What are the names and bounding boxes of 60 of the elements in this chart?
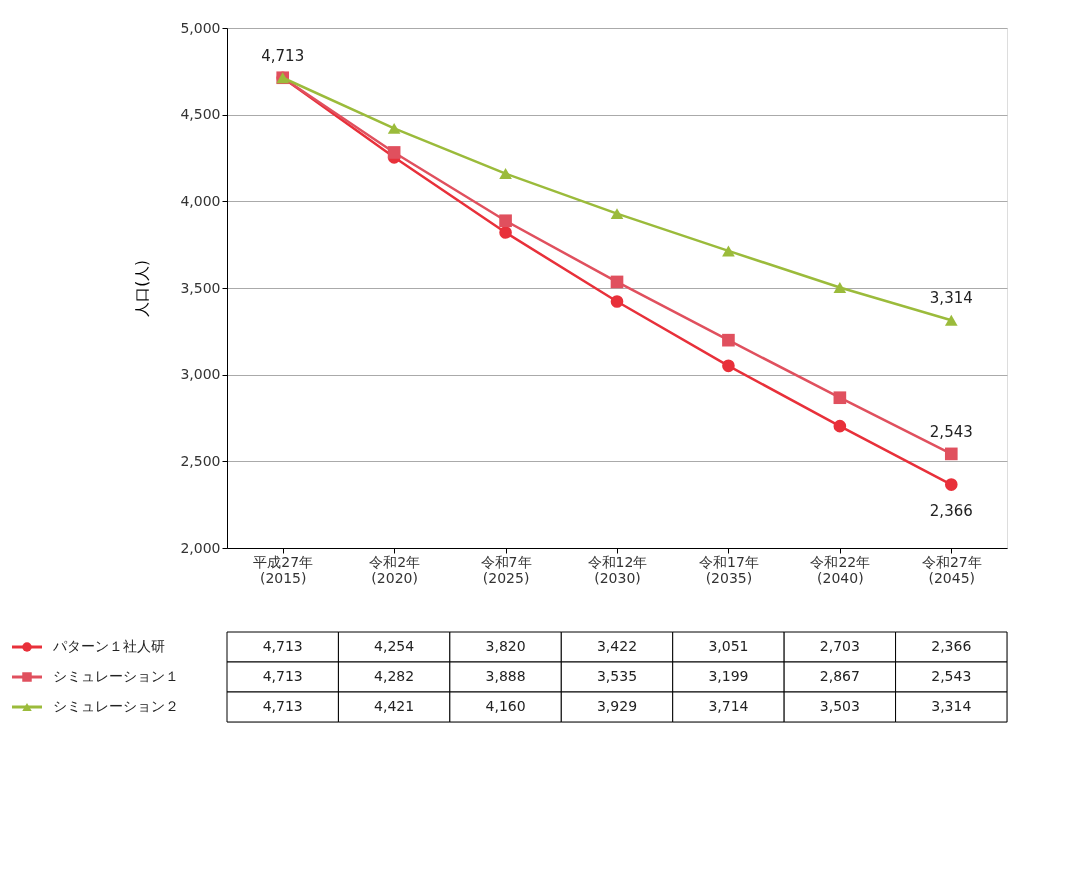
x-tick-label: 令和12年(2030) — [587, 553, 648, 586]
point — [722, 245, 735, 257]
data-label: 3,820 — [485, 638, 526, 654]
point — [499, 214, 512, 228]
data-label: 3,199 — [708, 668, 749, 684]
point — [833, 419, 847, 433]
data-label: 4,713 — [262, 668, 303, 684]
annotation: 4,713 — [261, 46, 305, 65]
data-label: 3,888 — [485, 668, 526, 684]
point — [610, 275, 624, 289]
x-tick-label: 令和22年(2040) — [810, 553, 871, 586]
data-label: 3,422 — [596, 638, 638, 654]
data-label: 2,543 — [931, 668, 972, 684]
y-tick-label: 4,500 — [180, 106, 221, 123]
y-axis-title: 人口(人) — [133, 260, 152, 317]
legend-label: シミュレーション１ — [52, 668, 179, 684]
data-label: 4,254 — [374, 638, 415, 654]
data-label: 3,314 — [931, 698, 972, 714]
data-label: 3,714 — [708, 698, 749, 714]
y-tick-label: 3,000 — [180, 366, 221, 383]
point — [944, 314, 958, 326]
data-label: 4,421 — [374, 698, 415, 714]
data-label: 2,867 — [819, 668, 860, 684]
annotation: 2,366 — [929, 501, 973, 520]
data-label: 4,713 — [262, 638, 303, 654]
y-tick-label: 2,500 — [180, 452, 221, 469]
point — [722, 333, 735, 347]
annotation: 2,543 — [929, 422, 973, 441]
annotation: 3,314 — [929, 289, 973, 308]
point — [610, 295, 624, 308]
x-tick-label: 平成27年(2015) — [253, 553, 314, 586]
x-tick-label: 令和27年(2045) — [921, 553, 982, 586]
point — [944, 478, 958, 491]
point — [387, 146, 401, 159]
y-tick-label: 5,000 — [180, 19, 221, 36]
y-tick-label: 2,000 — [180, 539, 221, 556]
y-tick-label: 4,000 — [180, 192, 221, 209]
y-tick-label: 3,500 — [180, 279, 221, 296]
point — [722, 359, 735, 373]
point — [833, 282, 847, 293]
x-tick-label: 令和7年(2025) — [480, 553, 532, 586]
legend-label: シミュレーション２ — [52, 698, 179, 714]
point — [387, 122, 401, 134]
data-label: 3,051 — [708, 638, 749, 654]
data-label: 2,703 — [819, 638, 860, 654]
point — [499, 168, 512, 180]
x-tick-label: 令和17年(2035) — [699, 553, 759, 586]
data-label: 4,160 — [485, 698, 526, 714]
legend-label: パターン１社人研 — [51, 638, 165, 654]
point — [944, 447, 958, 461]
data-label: 3,929 — [596, 698, 638, 714]
data-label: 3,535 — [596, 668, 638, 684]
data-label: 4,282 — [374, 668, 415, 684]
x-tick-label: 令和2年(2020) — [369, 553, 421, 586]
point — [499, 226, 512, 239]
data-label: 2,366 — [931, 638, 972, 654]
data-label: 3,503 — [819, 698, 860, 714]
point — [833, 391, 847, 405]
data-label: 4,713 — [262, 698, 303, 714]
point — [610, 208, 624, 220]
